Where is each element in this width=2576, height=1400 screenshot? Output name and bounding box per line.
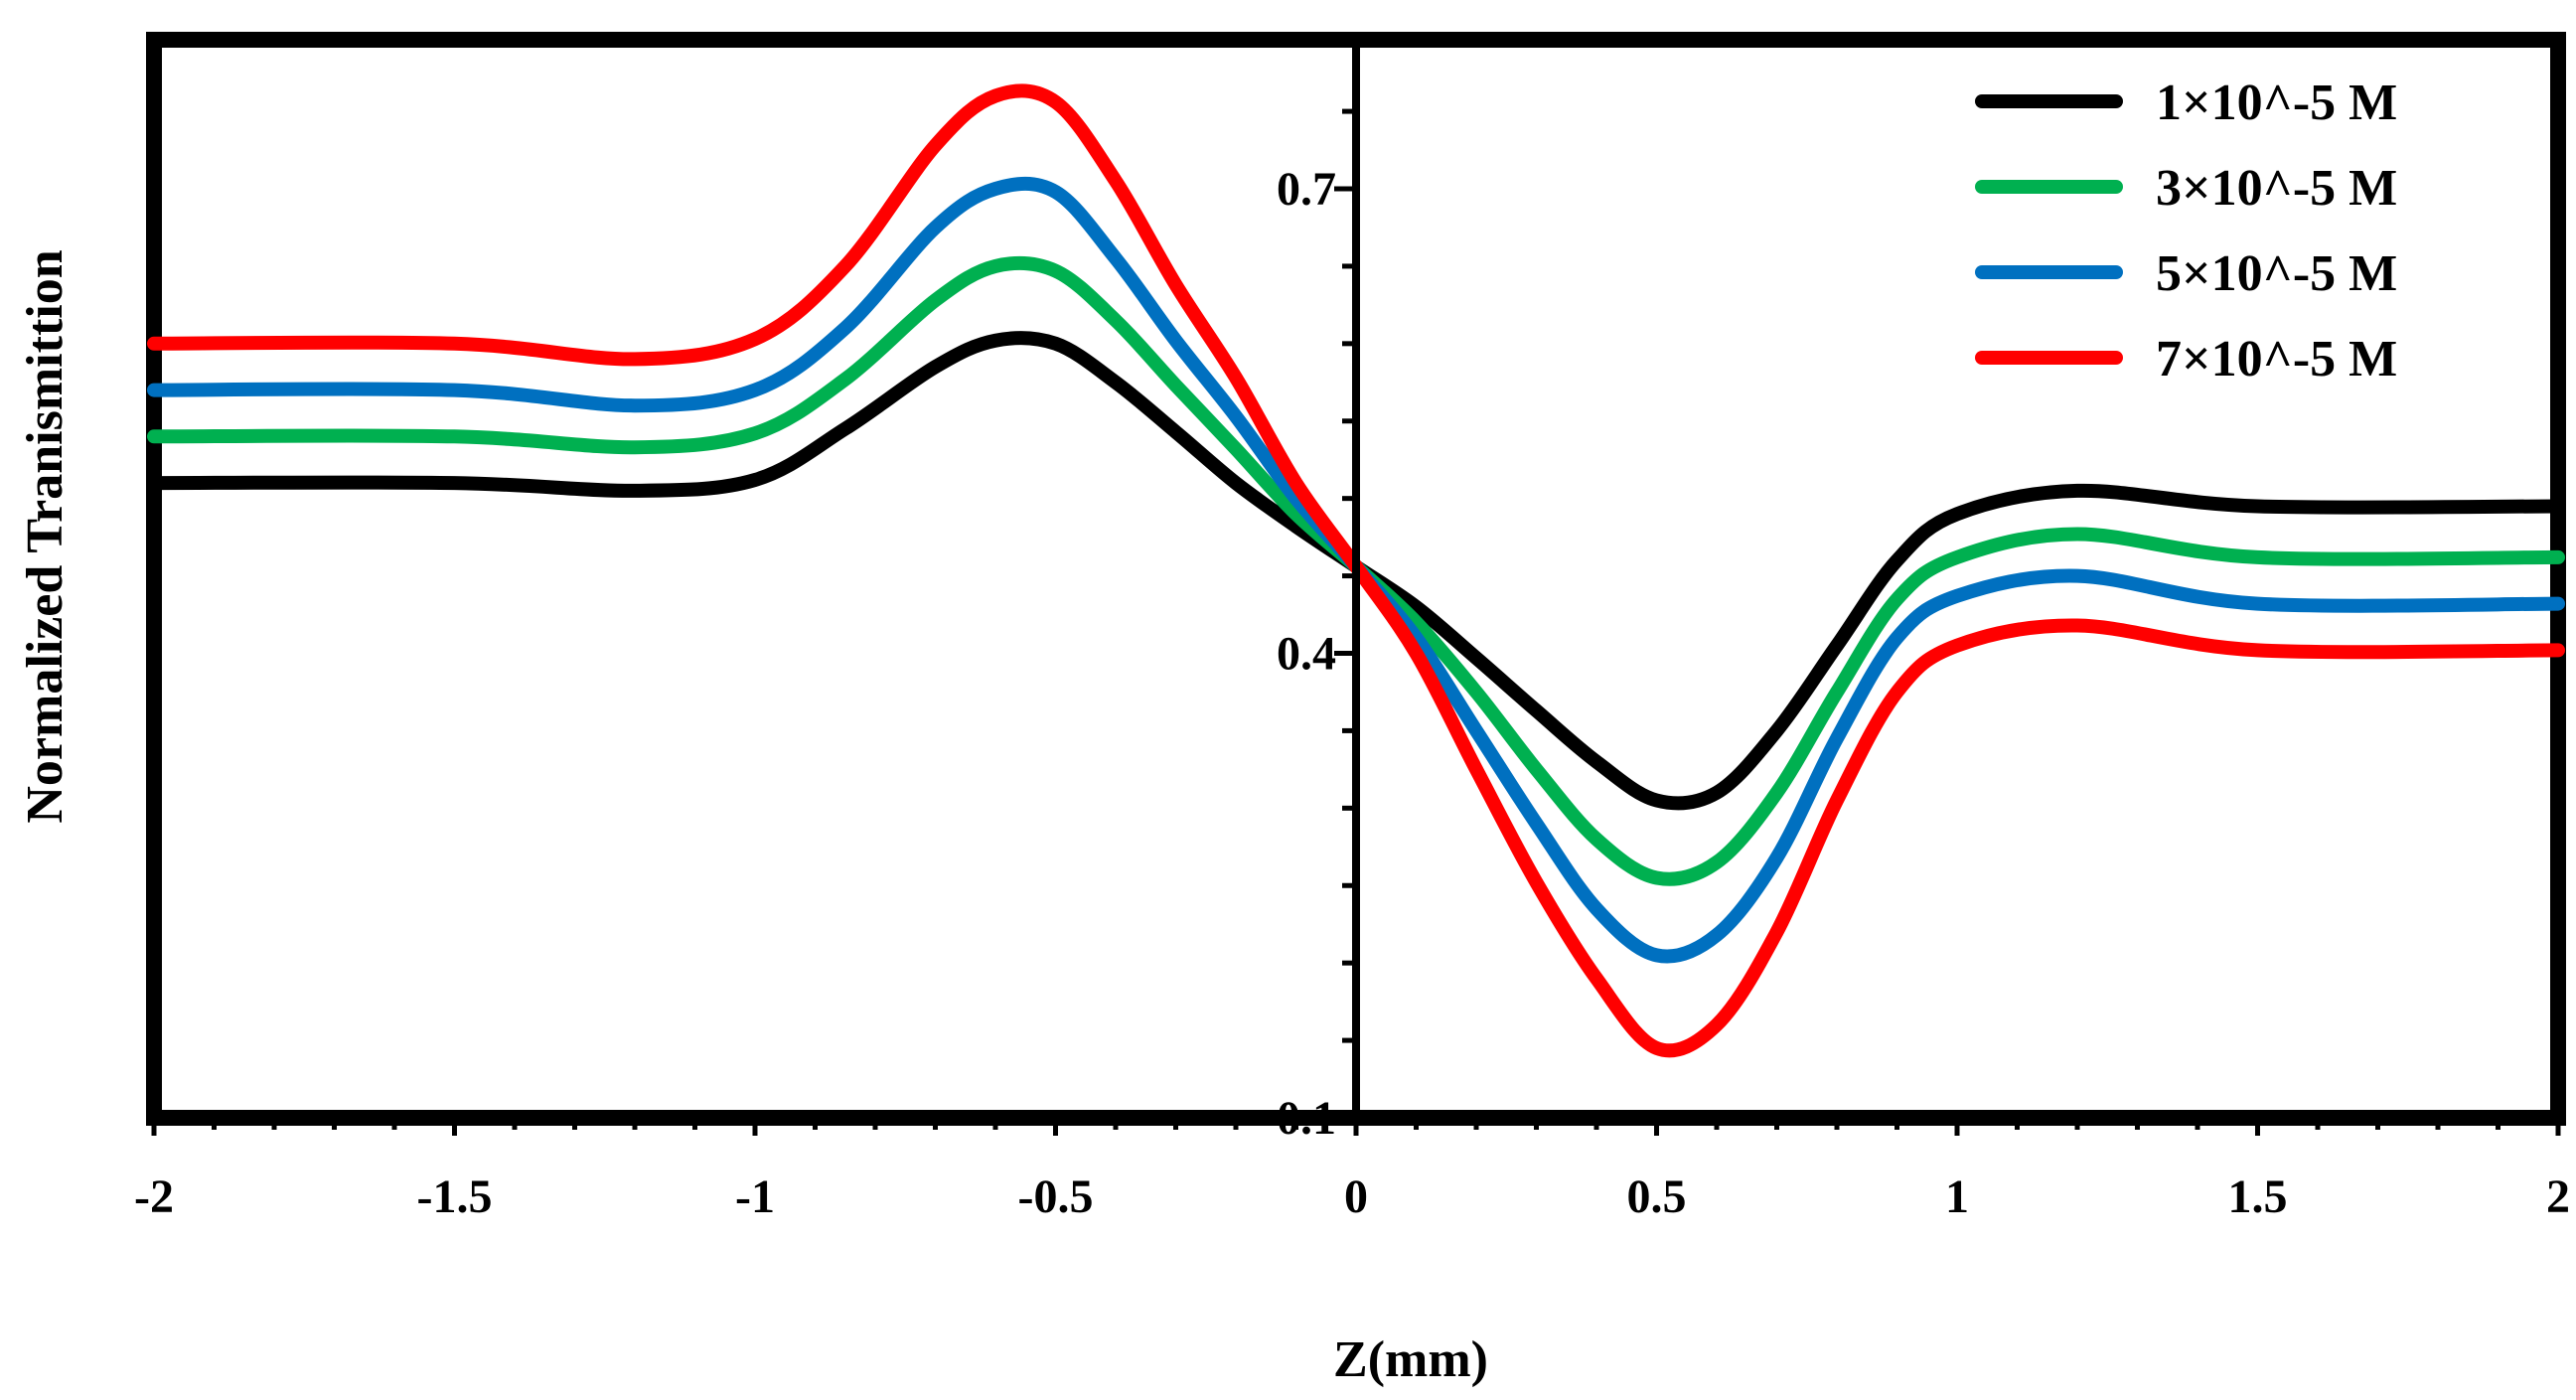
x-tick-label: 1.5: [2228, 1170, 2288, 1223]
y-tick-label: 0.1: [1277, 1092, 1336, 1145]
x-axis-title: Z(mm): [1333, 1331, 1488, 1388]
y-axis-title: Normalized Tranismittion: [17, 249, 74, 823]
legend-label-3: 5×10^-5 M: [2156, 245, 2397, 302]
series-line-4: [147, 83, 2565, 1058]
x-tick-label: 0.5: [1627, 1170, 1687, 1223]
legend-label-4: 7×10^-5 M: [2156, 331, 2397, 388]
axis-layer: [151, 40, 2561, 1136]
x-tick-label: -1.5: [417, 1170, 493, 1223]
y-tick-label: 0.4: [1277, 628, 1336, 681]
x-tick-label: 0: [1344, 1170, 1368, 1223]
x-tick-label: -1: [735, 1170, 775, 1223]
legend-label-1: 1×10^-5 M: [2156, 75, 2397, 131]
legend-label-2: 3×10^-5 M: [2156, 160, 2397, 217]
x-tick-label: -2: [134, 1170, 174, 1223]
x-tick-layer: -2 -1.5 -1 -0.5 0 0.5 1 1.5 2: [134, 1170, 2570, 1223]
x-tick-label: 2: [2546, 1170, 2570, 1223]
x-tick-label: 1: [1945, 1170, 1969, 1223]
series-layer: [147, 83, 2565, 1058]
y-tick-layer: 0.1 0.4 0.7: [1277, 163, 1336, 1145]
legend: 1×10^-5 M 3×10^-5 M 5×10^-5 M 7×10^-5 M: [1975, 75, 2397, 388]
x-tick-label: -0.5: [1018, 1170, 1094, 1223]
y-tick-label: 0.7: [1277, 163, 1336, 216]
